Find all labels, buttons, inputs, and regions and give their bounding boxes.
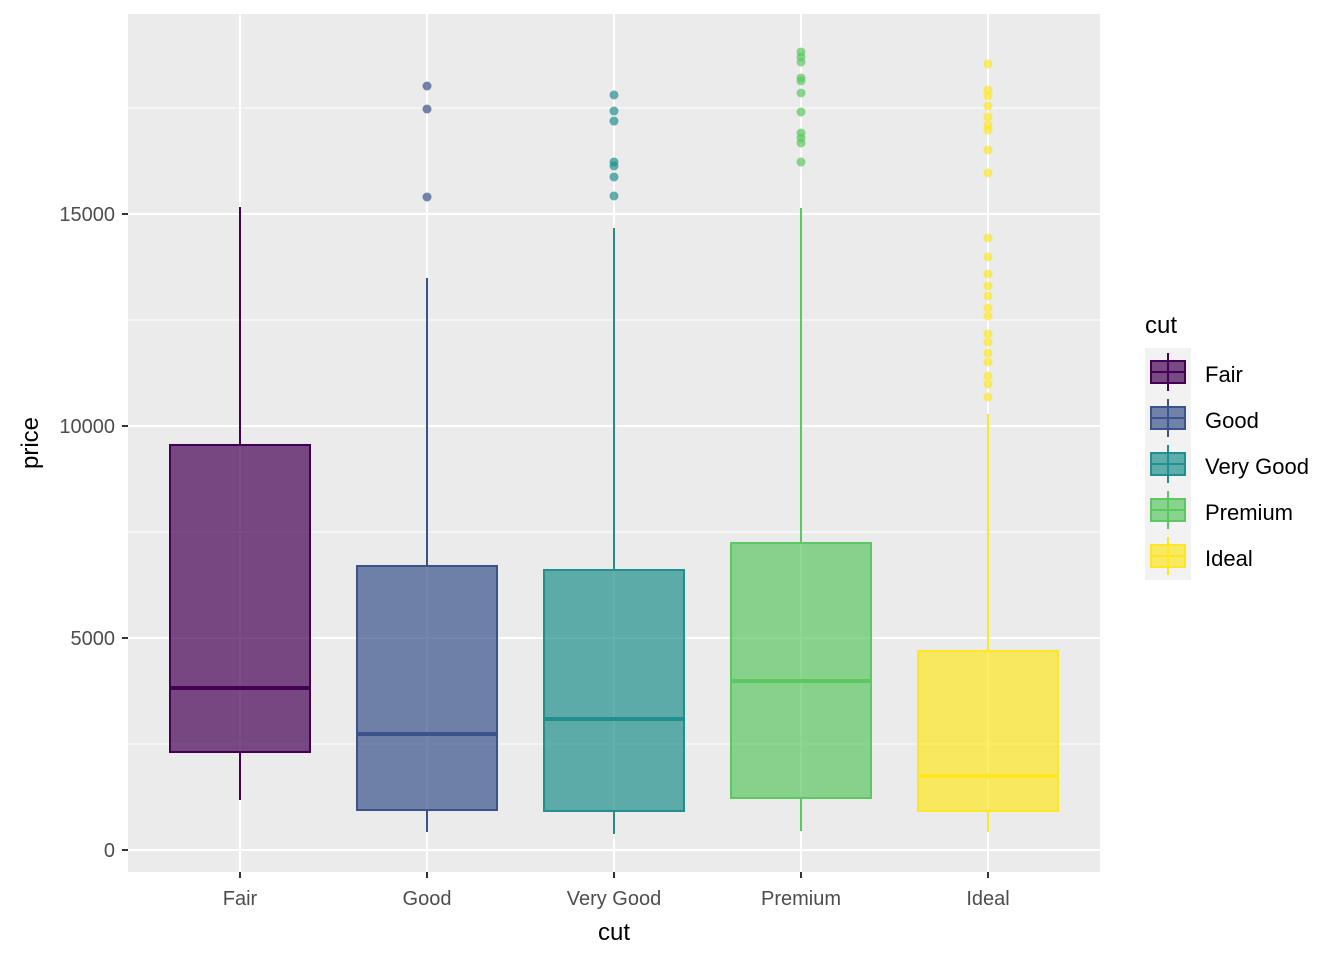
- outlier-point: [983, 337, 993, 347]
- outlier-point: [983, 91, 993, 101]
- box-premium: [730, 47, 872, 831]
- outlier-point: [983, 101, 993, 111]
- outlier-point: [609, 116, 619, 126]
- outlier-point: [609, 161, 619, 171]
- outlier-point: [609, 172, 619, 182]
- outlier-point: [983, 168, 993, 178]
- legend-title: cut: [1145, 312, 1177, 339]
- y-tick-label: 5000: [71, 628, 116, 650]
- x-axis-title: cut: [598, 919, 630, 946]
- legend-label: Ideal: [1205, 546, 1253, 571]
- legend-label: Good: [1205, 408, 1259, 433]
- outlier-point: [609, 106, 619, 116]
- legend-label: Fair: [1205, 362, 1243, 387]
- x-tick-label: Fair: [223, 888, 258, 910]
- outlier-point: [796, 157, 806, 167]
- x-tick-label: Ideal: [966, 888, 1009, 910]
- legend-item: Ideal: [1150, 537, 1253, 575]
- outlier-point: [796, 76, 806, 86]
- legend-item: Premium: [1150, 491, 1293, 529]
- outlier-point: [796, 138, 806, 148]
- outlier-point: [983, 329, 993, 339]
- legend-item: Fair: [1150, 353, 1243, 391]
- box-iqr: [917, 650, 1059, 812]
- outlier-point: [609, 90, 619, 100]
- legend-label: Premium: [1205, 500, 1293, 525]
- box-iqr: [356, 565, 498, 812]
- box-iqr: [169, 443, 311, 754]
- outlier-point: [983, 371, 993, 381]
- outlier-point: [609, 191, 619, 201]
- box-fair: [169, 207, 311, 801]
- outlier-point: [983, 379, 993, 389]
- outlier-point: [983, 348, 993, 358]
- outlier-point: [983, 291, 993, 301]
- x-tick-label: Premium: [761, 888, 841, 910]
- outlier-point: [983, 125, 993, 135]
- outlier-point: [796, 88, 806, 98]
- box-iqr: [543, 568, 685, 812]
- legend: cut Fair Good Very Good Premium Ideal: [1145, 312, 1309, 580]
- outlier-point: [983, 112, 993, 122]
- outlier-point: [983, 252, 993, 262]
- outlier-point: [983, 281, 993, 291]
- box-good: [356, 81, 498, 832]
- outlier-point: [983, 145, 993, 155]
- outlier-point: [983, 303, 993, 313]
- outlier-point: [422, 104, 432, 114]
- outlier-point: [422, 81, 432, 91]
- legend-label: Very Good: [1205, 454, 1309, 479]
- outlier-point: [983, 357, 993, 367]
- y-tick-label: 15000: [59, 204, 115, 226]
- outlier-point: [796, 107, 806, 117]
- outlier-point: [983, 311, 993, 321]
- outlier-point: [983, 392, 993, 402]
- y-tick-label: 10000: [59, 416, 115, 438]
- y-axis-title: price: [17, 417, 44, 469]
- outlier-point: [796, 57, 806, 67]
- x-tick-label: Good: [403, 888, 452, 910]
- legend-item: Good: [1150, 399, 1259, 437]
- y-tick-label: 0: [104, 840, 115, 862]
- outlier-point: [422, 192, 432, 202]
- legend-item: Very Good: [1150, 445, 1309, 483]
- box-very-good: [543, 90, 685, 835]
- x-tick-label: Very Good: [567, 888, 662, 910]
- box-ideal: [917, 59, 1059, 832]
- outlier-point: [983, 269, 993, 279]
- box-iqr: [730, 541, 872, 800]
- outlier-point: [983, 233, 993, 243]
- outlier-point: [983, 59, 993, 69]
